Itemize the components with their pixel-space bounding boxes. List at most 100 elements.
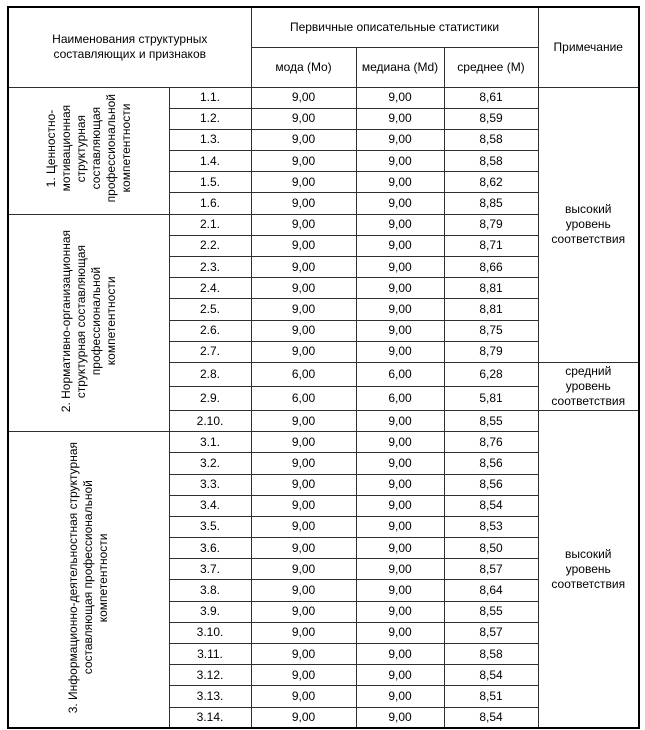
table-header: Наименования структурных составляющих и … xyxy=(7,6,640,88)
section-label-cell: 1. Ценностно- мотивационная структурная … xyxy=(7,86,170,215)
row-id-cell: 2.8. xyxy=(168,361,252,387)
table-row: 2.6. 9,00 9,00 8,75 xyxy=(8,319,639,342)
median-value-cell: 9,00 xyxy=(355,685,445,708)
median-value-cell: 9,00 xyxy=(355,515,445,539)
row-id-cell: 1.3. xyxy=(168,128,252,152)
row-id-cell: 3.7. xyxy=(168,558,252,581)
section-label-cell: 3. Информационно-деятельностная структур… xyxy=(7,431,170,729)
mode-value-cell: 9,00 xyxy=(250,171,357,194)
mean-value-cell: 8,54 xyxy=(443,664,539,687)
row-id-cell: 3.8. xyxy=(168,579,252,602)
median-value-cell: 9,00 xyxy=(355,234,445,258)
row-id-cell: 3.10. xyxy=(168,621,252,645)
median-value-cell: 9,00 xyxy=(355,86,445,109)
header-row-1: Наименования структурных составляющих и … xyxy=(7,6,640,88)
median-value-cell: 9,00 xyxy=(355,579,445,602)
mean-value-cell: 8,59 xyxy=(443,107,539,130)
row-id-cell: 2.2. xyxy=(168,234,252,258)
table-row: 3.5. 9,00 9,00 8,53 xyxy=(8,515,639,539)
table-row: 3.14. 9,00 9,00 8,54 xyxy=(8,706,639,729)
mode-value-cell: 9,00 xyxy=(250,494,357,517)
mode-value-cell: 9,00 xyxy=(250,431,357,454)
median-value-cell: 9,00 xyxy=(355,128,445,152)
row-id-cell: 1.1. xyxy=(168,86,252,109)
row-id-cell: 3.3. xyxy=(168,473,252,496)
median-value-cell: 9,00 xyxy=(355,621,445,645)
note-cell: высокий уровень соответствия xyxy=(537,86,640,363)
table-row: 3.4. 9,00 9,00 8,54 xyxy=(8,494,639,517)
mean-value-cell: 8,58 xyxy=(443,128,539,152)
median-value-cell: 9,00 xyxy=(355,558,445,581)
median-value-cell: 9,00 xyxy=(355,642,445,666)
table-body: 1. Ценностно- мотивационная структурная … xyxy=(7,86,640,729)
mode-value-cell: 9,00 xyxy=(250,706,357,729)
mode-value-cell: 9,00 xyxy=(250,255,357,279)
table-row: 3.11. 9,00 9,00 8,58 xyxy=(8,642,639,666)
row-id-cell: 3.1. xyxy=(168,431,252,454)
median-value-cell: 9,00 xyxy=(355,255,445,279)
note-cell: средний уровень соответствия xyxy=(537,361,640,411)
mean-value-cell: 8,66 xyxy=(443,255,539,279)
table-row: 2.9. 6,00 6,00 5,81 xyxy=(8,385,639,411)
median-value-cell: 9,00 xyxy=(355,171,445,194)
mean-value-cell: 8,55 xyxy=(443,409,539,433)
row-id-cell: 1.4. xyxy=(168,150,252,173)
statistics-table: Наименования структурных составляющих и … xyxy=(7,6,640,730)
table-row: 2.2. 9,00 9,00 8,71 xyxy=(8,234,639,258)
mean-value-cell: 8,75 xyxy=(443,319,539,342)
mode-value-cell: 9,00 xyxy=(250,600,357,623)
row-id-cell: 3.11. xyxy=(168,642,252,666)
mean-value-cell: 8,81 xyxy=(443,298,539,321)
mode-value-cell: 6,00 xyxy=(250,385,357,411)
median-value-cell: 9,00 xyxy=(355,192,445,215)
mean-value-cell: 8,54 xyxy=(443,706,539,729)
mode-value-cell: 9,00 xyxy=(250,234,357,258)
row-id-cell: 1.5. xyxy=(168,171,252,194)
mean-value-cell: 8,71 xyxy=(443,234,539,258)
mode-value-cell: 9,00 xyxy=(250,192,357,215)
row-id-cell: 2.6. xyxy=(168,319,252,342)
mean-value-cell: 8,55 xyxy=(443,600,539,623)
note-cell: высокий уровень соответствия xyxy=(537,409,640,729)
header-median: медиана (Md) xyxy=(355,46,445,88)
section-label: 1. Ценностно- мотивационная структурная … xyxy=(43,94,133,203)
mode-value-cell: 9,00 xyxy=(250,664,357,687)
table-row: 1. Ценностно- мотивационная структурная … xyxy=(7,86,640,363)
mean-value-cell: 8,64 xyxy=(443,579,539,602)
row-id-cell: 2.5. xyxy=(168,298,252,321)
mean-value-cell: 8,61 xyxy=(443,86,539,109)
mean-value-cell: 8,56 xyxy=(443,452,539,475)
row-id-cell: 3.13. xyxy=(168,685,252,708)
row-id-cell: 3.12. xyxy=(168,664,252,687)
table-row: 1.2. 9,00 9,00 8,59 xyxy=(8,107,639,130)
median-value-cell: 9,00 xyxy=(355,473,445,496)
row-id-cell: 2.4. xyxy=(168,277,252,300)
row-id-cell: 2.1. xyxy=(168,213,252,236)
median-value-cell: 6,00 xyxy=(355,361,445,387)
mode-value-cell: 9,00 xyxy=(250,150,357,173)
header-names: Наименования структурных составляющих и … xyxy=(7,6,252,88)
median-value-cell: 9,00 xyxy=(355,277,445,300)
median-value-cell: 9,00 xyxy=(355,600,445,623)
median-value-cell: 9,00 xyxy=(355,340,445,363)
mean-value-cell: 8,51 xyxy=(443,685,539,708)
mode-value-cell: 9,00 xyxy=(250,298,357,321)
median-value-cell: 9,00 xyxy=(355,494,445,517)
mode-value-cell: 9,00 xyxy=(250,277,357,300)
mode-value-cell: 9,00 xyxy=(250,128,357,152)
mean-value-cell: 5,81 xyxy=(443,385,539,411)
mode-value-cell: 9,00 xyxy=(250,537,357,560)
row-id-cell: 2.3. xyxy=(168,255,252,279)
mode-value-cell: 9,00 xyxy=(250,340,357,363)
mean-value-cell: 8,56 xyxy=(443,473,539,496)
table-row: 2.3. 9,00 9,00 8,66 xyxy=(8,255,639,279)
mode-value-cell: 6,00 xyxy=(250,361,357,387)
mean-value-cell: 6,28 xyxy=(443,361,539,387)
row-id-cell: 2.7. xyxy=(168,340,252,363)
mode-value-cell: 9,00 xyxy=(250,685,357,708)
section-label: 3. Информационно-деятельностная структур… xyxy=(66,442,111,714)
row-id-cell: 3.14. xyxy=(168,706,252,729)
section-label: 2. Нормативно-организационная структурна… xyxy=(58,229,118,412)
row-id-cell: 1.2. xyxy=(168,107,252,130)
